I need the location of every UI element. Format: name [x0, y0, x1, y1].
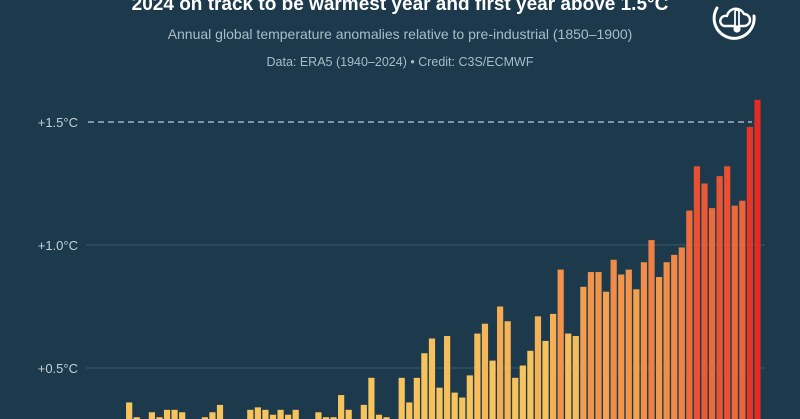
bar-1977: [398, 377, 405, 419]
bar-1966: [315, 412, 322, 419]
bar-1972: [360, 404, 367, 419]
bar-1947: [171, 409, 178, 419]
bar-1969: [338, 395, 345, 419]
bar-1961: [277, 409, 284, 419]
bar-2003: [595, 272, 602, 419]
bar-1988: [481, 323, 489, 419]
y-tick-label: +1.5°C: [38, 115, 78, 130]
bar-1987: [474, 333, 481, 419]
bar-1992: [512, 377, 519, 419]
bar-1962: [285, 414, 292, 419]
bar-1980: [421, 353, 428, 419]
bar-2009: [640, 262, 648, 419]
bar-2017: [701, 183, 708, 419]
bar-2016: [693, 166, 701, 419]
bar-1989: [489, 360, 496, 419]
bar-1963: [292, 409, 299, 419]
bar-1960: [269, 414, 277, 419]
bar-2004: [602, 291, 610, 419]
bar-1944: [148, 412, 155, 419]
bar-2011: [655, 276, 663, 419]
chart-title: 2024 on track to be warmest year and fir…: [131, 0, 669, 15]
gridlines: [86, 244, 765, 369]
bar-1996: [542, 340, 549, 419]
bar-1991: [504, 321, 511, 419]
bar-1994: [527, 350, 534, 419]
bar-2006: [618, 274, 625, 419]
bar-1942: [133, 417, 140, 419]
bar-2002: [587, 272, 595, 419]
bar-1959: [262, 409, 269, 419]
bar-1985: [459, 397, 466, 419]
bar-2018: [708, 208, 716, 419]
bar-2001: [580, 286, 587, 419]
bar-2023: [746, 126, 754, 419]
bar-2014: [678, 247, 685, 419]
bar-1973: [368, 377, 375, 419]
bar-1967: [322, 417, 330, 419]
bar-2022: [739, 200, 746, 419]
bar-1952: [209, 412, 216, 419]
cloud-thermometer-icon: [708, 0, 760, 44]
bar-2021: [731, 205, 738, 419]
bar-1975: [383, 417, 390, 419]
chart-subtitle: Annual global temperature anomalies rela…: [167, 26, 633, 42]
bar-2012: [663, 262, 670, 419]
bars: [126, 99, 761, 419]
bar-1981: [428, 338, 436, 419]
bar-1958: [254, 407, 261, 419]
y-tick-label: +0.5°C: [38, 361, 78, 376]
bar-1941: [126, 402, 133, 419]
bar-1951: [201, 417, 208, 419]
bar-1946: [163, 409, 171, 419]
bar-1957: [247, 409, 254, 419]
bar-1993: [519, 365, 526, 419]
bar-1998: [557, 269, 564, 419]
bar-2013: [671, 254, 678, 419]
bar-2005: [610, 259, 617, 419]
bar-1983: [444, 336, 451, 419]
bar-1997: [549, 313, 557, 419]
y-tick-label: +1.0°C: [38, 238, 78, 253]
bar-1984: [451, 392, 458, 419]
bar-2019: [716, 176, 723, 419]
bar-1986: [466, 375, 473, 419]
bar-2015: [686, 210, 693, 419]
bar-2010: [648, 240, 655, 419]
bar-2020: [724, 166, 731, 419]
bar-2024: [754, 99, 761, 419]
bar-1970: [345, 409, 352, 419]
bar-1948: [179, 412, 186, 419]
bar-1982: [436, 387, 443, 419]
bar-1999: [565, 333, 572, 419]
bar-1945: [156, 417, 163, 419]
bar-1968: [330, 417, 337, 419]
bar-1995: [534, 316, 542, 419]
bar-1974: [375, 414, 383, 419]
bar-2007: [625, 269, 632, 419]
bar-1953: [216, 404, 224, 419]
y-axis-ticks: +0.5°C +1.0°C +1.5°C: [38, 115, 78, 376]
bar-1990: [497, 306, 504, 419]
bar-1978: [406, 402, 413, 419]
bar-1979: [413, 377, 420, 419]
bar-2000: [572, 336, 579, 419]
data-credit: Data: ERA5 (1940–2024) • Credit: C3S/ECM…: [266, 55, 534, 69]
bar-2008: [633, 289, 640, 419]
